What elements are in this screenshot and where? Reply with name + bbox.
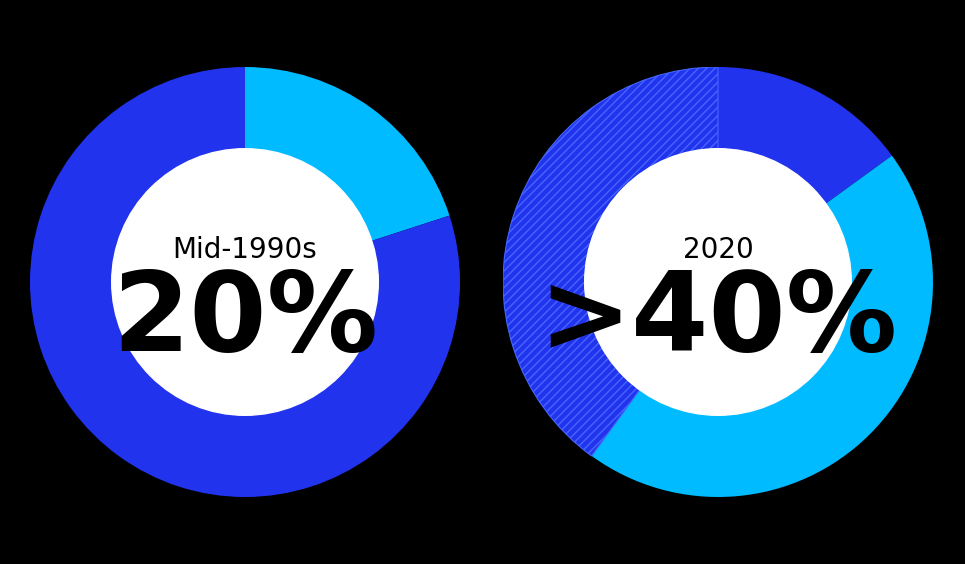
Wedge shape [245,67,450,241]
Text: Mid-1990s: Mid-1990s [173,236,317,264]
Wedge shape [592,156,933,497]
Text: >40%: >40% [538,267,897,374]
Wedge shape [503,67,718,456]
Circle shape [585,149,851,415]
Text: 2020: 2020 [682,236,754,264]
Wedge shape [30,67,460,497]
Text: 20%: 20% [112,267,378,374]
Wedge shape [718,67,892,204]
Circle shape [112,149,378,415]
